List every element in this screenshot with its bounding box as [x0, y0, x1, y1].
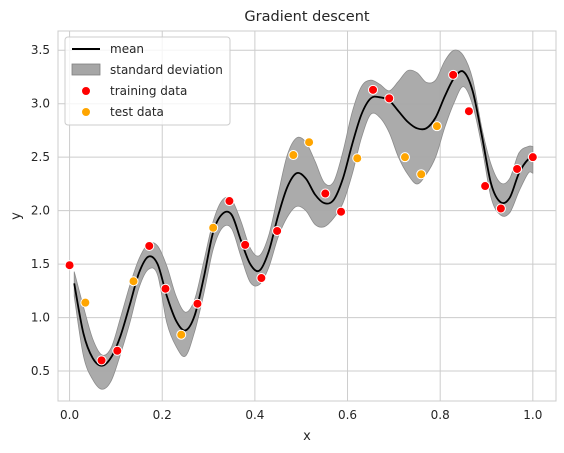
- training-data-point: [368, 84, 379, 95]
- y-tick-label: 1.5: [31, 257, 50, 271]
- training-data-point: [96, 355, 107, 366]
- mean-line: [73, 70, 534, 367]
- y-tick-label: 2.5: [31, 150, 50, 164]
- points-layer: [64, 69, 538, 366]
- test-data-point: [128, 276, 139, 287]
- training-data-point: [384, 93, 395, 104]
- legend-training-label: training data: [110, 84, 187, 98]
- x-tick-labels: 0.0 0.2 0.4 0.6 0.8 1.0: [60, 408, 542, 422]
- training-data-point: [224, 196, 235, 207]
- training-data-point: [463, 106, 474, 117]
- test-data-point: [304, 137, 315, 148]
- x-tick-label: 0.2: [153, 408, 172, 422]
- training-data-point: [527, 152, 538, 163]
- test-data-point: [399, 152, 410, 163]
- x-tick-label: 0.8: [431, 408, 450, 422]
- legend-box: [64, 36, 231, 126]
- legend-std-swatch: [71, 63, 101, 76]
- legend-std-label: standard deviation: [110, 63, 223, 77]
- x-tick-label: 0.6: [338, 408, 357, 422]
- x-tick-label: 1.0: [523, 408, 542, 422]
- test-data-point: [176, 329, 187, 340]
- legend-test-label: test data: [110, 105, 164, 119]
- training-data-point: [272, 225, 283, 236]
- training-data-point: [320, 188, 331, 199]
- x-tick-label: 0.0: [60, 408, 79, 422]
- training-data-point: [495, 203, 506, 214]
- training-data-point: [240, 239, 251, 250]
- y-tick-label: 3.0: [31, 97, 50, 111]
- test-data-point: [416, 169, 427, 180]
- y-tick-label: 1.0: [31, 311, 50, 325]
- training-data-point: [64, 260, 75, 271]
- training-data-point: [112, 345, 123, 356]
- x-tick-label: 0.4: [245, 408, 264, 422]
- training-data-point: [480, 181, 491, 192]
- y-tick-label: 0.5: [31, 364, 50, 378]
- test-data-point: [288, 150, 299, 161]
- test-data-point: [208, 222, 219, 233]
- chart-title: Gradient descent: [244, 9, 369, 25]
- y-tick-labels: 0.5 1.0 1.5 2.0 2.5 3.0 3.5: [31, 43, 50, 378]
- legend: mean standard deviation training data te…: [64, 36, 231, 126]
- training-data-point: [192, 298, 203, 309]
- test-data-point: [352, 153, 363, 164]
- test-data-point: [431, 121, 442, 132]
- training-data-point: [448, 69, 459, 80]
- y-tick-label: 2.0: [31, 204, 50, 218]
- training-data-point: [256, 273, 267, 284]
- plot-frame: [57, 30, 557, 402]
- legend-test-swatch: [81, 107, 91, 117]
- legend-mean-label: mean: [110, 42, 144, 56]
- training-data-point: [512, 163, 523, 174]
- training-data-point: [336, 206, 347, 217]
- legend-training-swatch: [81, 86, 91, 96]
- y-tick-label: 3.5: [31, 43, 50, 57]
- y-axis-label: y: [9, 212, 24, 220]
- training-data-point: [144, 240, 155, 251]
- training-data-point: [160, 283, 171, 294]
- test-data-point: [80, 297, 91, 308]
- x-axis-label: x: [303, 429, 311, 444]
